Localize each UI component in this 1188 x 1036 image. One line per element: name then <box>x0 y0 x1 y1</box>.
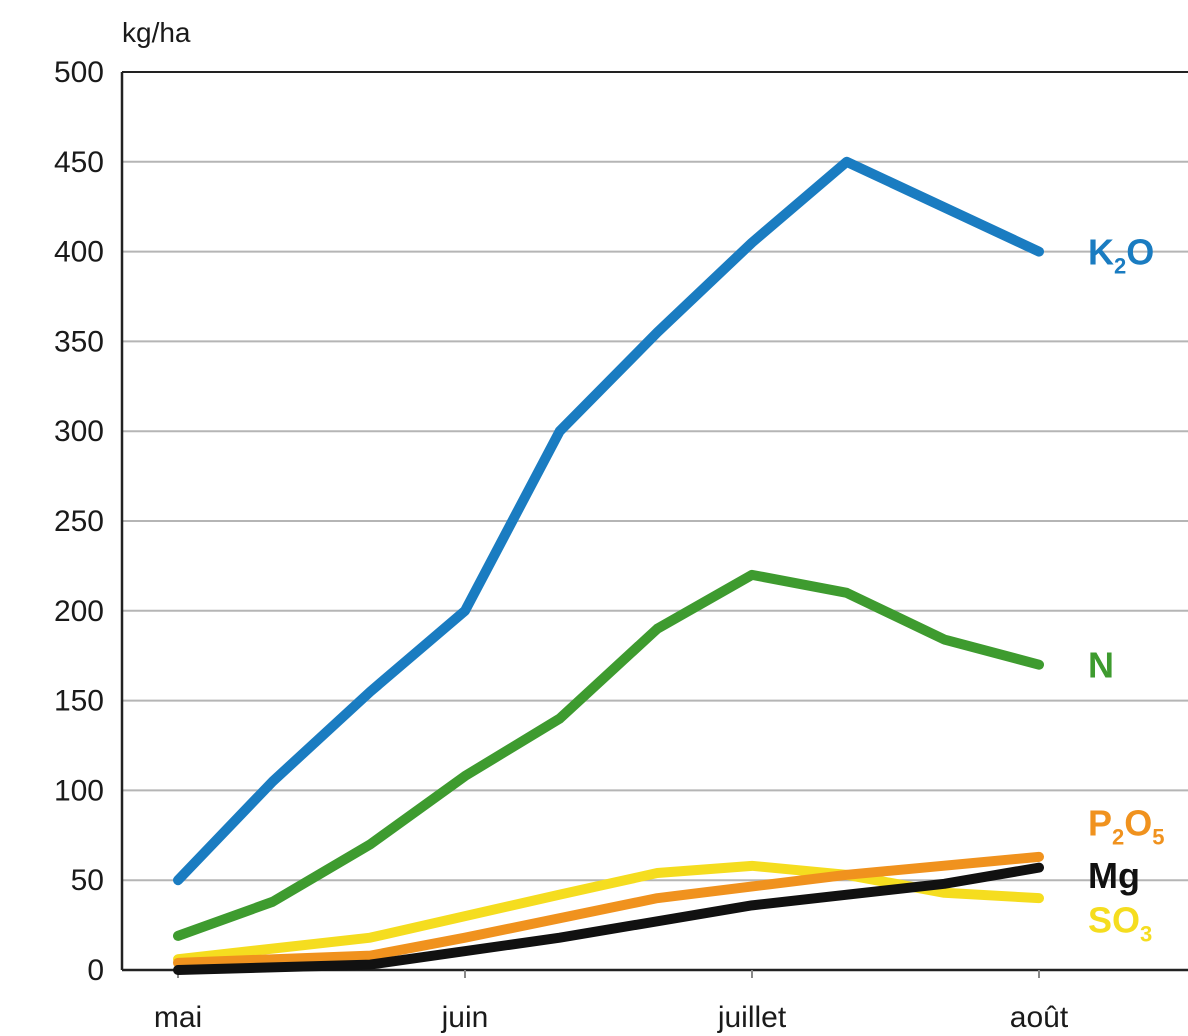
x-tick-label-août: août <box>1010 1001 1069 1034</box>
x-tick-label-juillet: juillet <box>717 1001 787 1034</box>
series-line-2 <box>173 851 1044 968</box>
series-label-part: 2 <box>1112 825 1124 850</box>
series-label-part: 5 <box>1152 825 1164 850</box>
axes <box>120 71 1188 978</box>
series-label-part: N <box>1088 645 1114 686</box>
series-label-part: O <box>1126 232 1154 273</box>
y-tick-label: 200 <box>54 595 104 628</box>
series-label-part: Mg <box>1088 855 1140 896</box>
y-tick-label: 300 <box>54 415 104 448</box>
series-label-part: 2 <box>1114 254 1126 279</box>
y-tick-label: 50 <box>71 864 104 897</box>
y-tick-label: 400 <box>54 236 104 269</box>
series-label-part: SO <box>1088 900 1140 941</box>
x-tick-label-juin: juin <box>441 1001 489 1034</box>
y-tick-label: 0 <box>87 954 104 987</box>
y-tick-label: 500 <box>54 56 104 89</box>
series-line-3 <box>173 862 1044 975</box>
y-tick-label: 350 <box>54 325 104 358</box>
series-label-3: Mg <box>1088 855 1140 896</box>
series-label-4: SO3 <box>1088 900 1152 947</box>
series-label-2: P2O5 <box>1088 803 1165 850</box>
gridlines <box>122 160 1188 882</box>
series-label-part: K <box>1088 232 1114 273</box>
series-line-1 <box>173 569 1044 941</box>
series-label-part: P <box>1088 803 1112 844</box>
series-line-0 <box>173 156 1044 886</box>
x-tick-label-mai: mai <box>154 1001 202 1034</box>
series-label-part: 3 <box>1140 922 1152 947</box>
labels: 0 50 100 150 200 250 300 350 400 450 500 mai juin jui… <box>54 17 1165 1034</box>
series-label-1: N <box>1088 645 1114 686</box>
y-unit-label: kg/ha <box>122 17 191 48</box>
y-tick-label: 450 <box>54 146 104 179</box>
y-tick-label: 250 <box>54 505 104 538</box>
series-lines <box>173 156 1044 975</box>
y-tick-label: 100 <box>54 774 104 807</box>
series-label-part: O <box>1124 803 1152 844</box>
y-tick-label: 150 <box>54 685 104 718</box>
series-label-0: K2O <box>1088 232 1154 279</box>
